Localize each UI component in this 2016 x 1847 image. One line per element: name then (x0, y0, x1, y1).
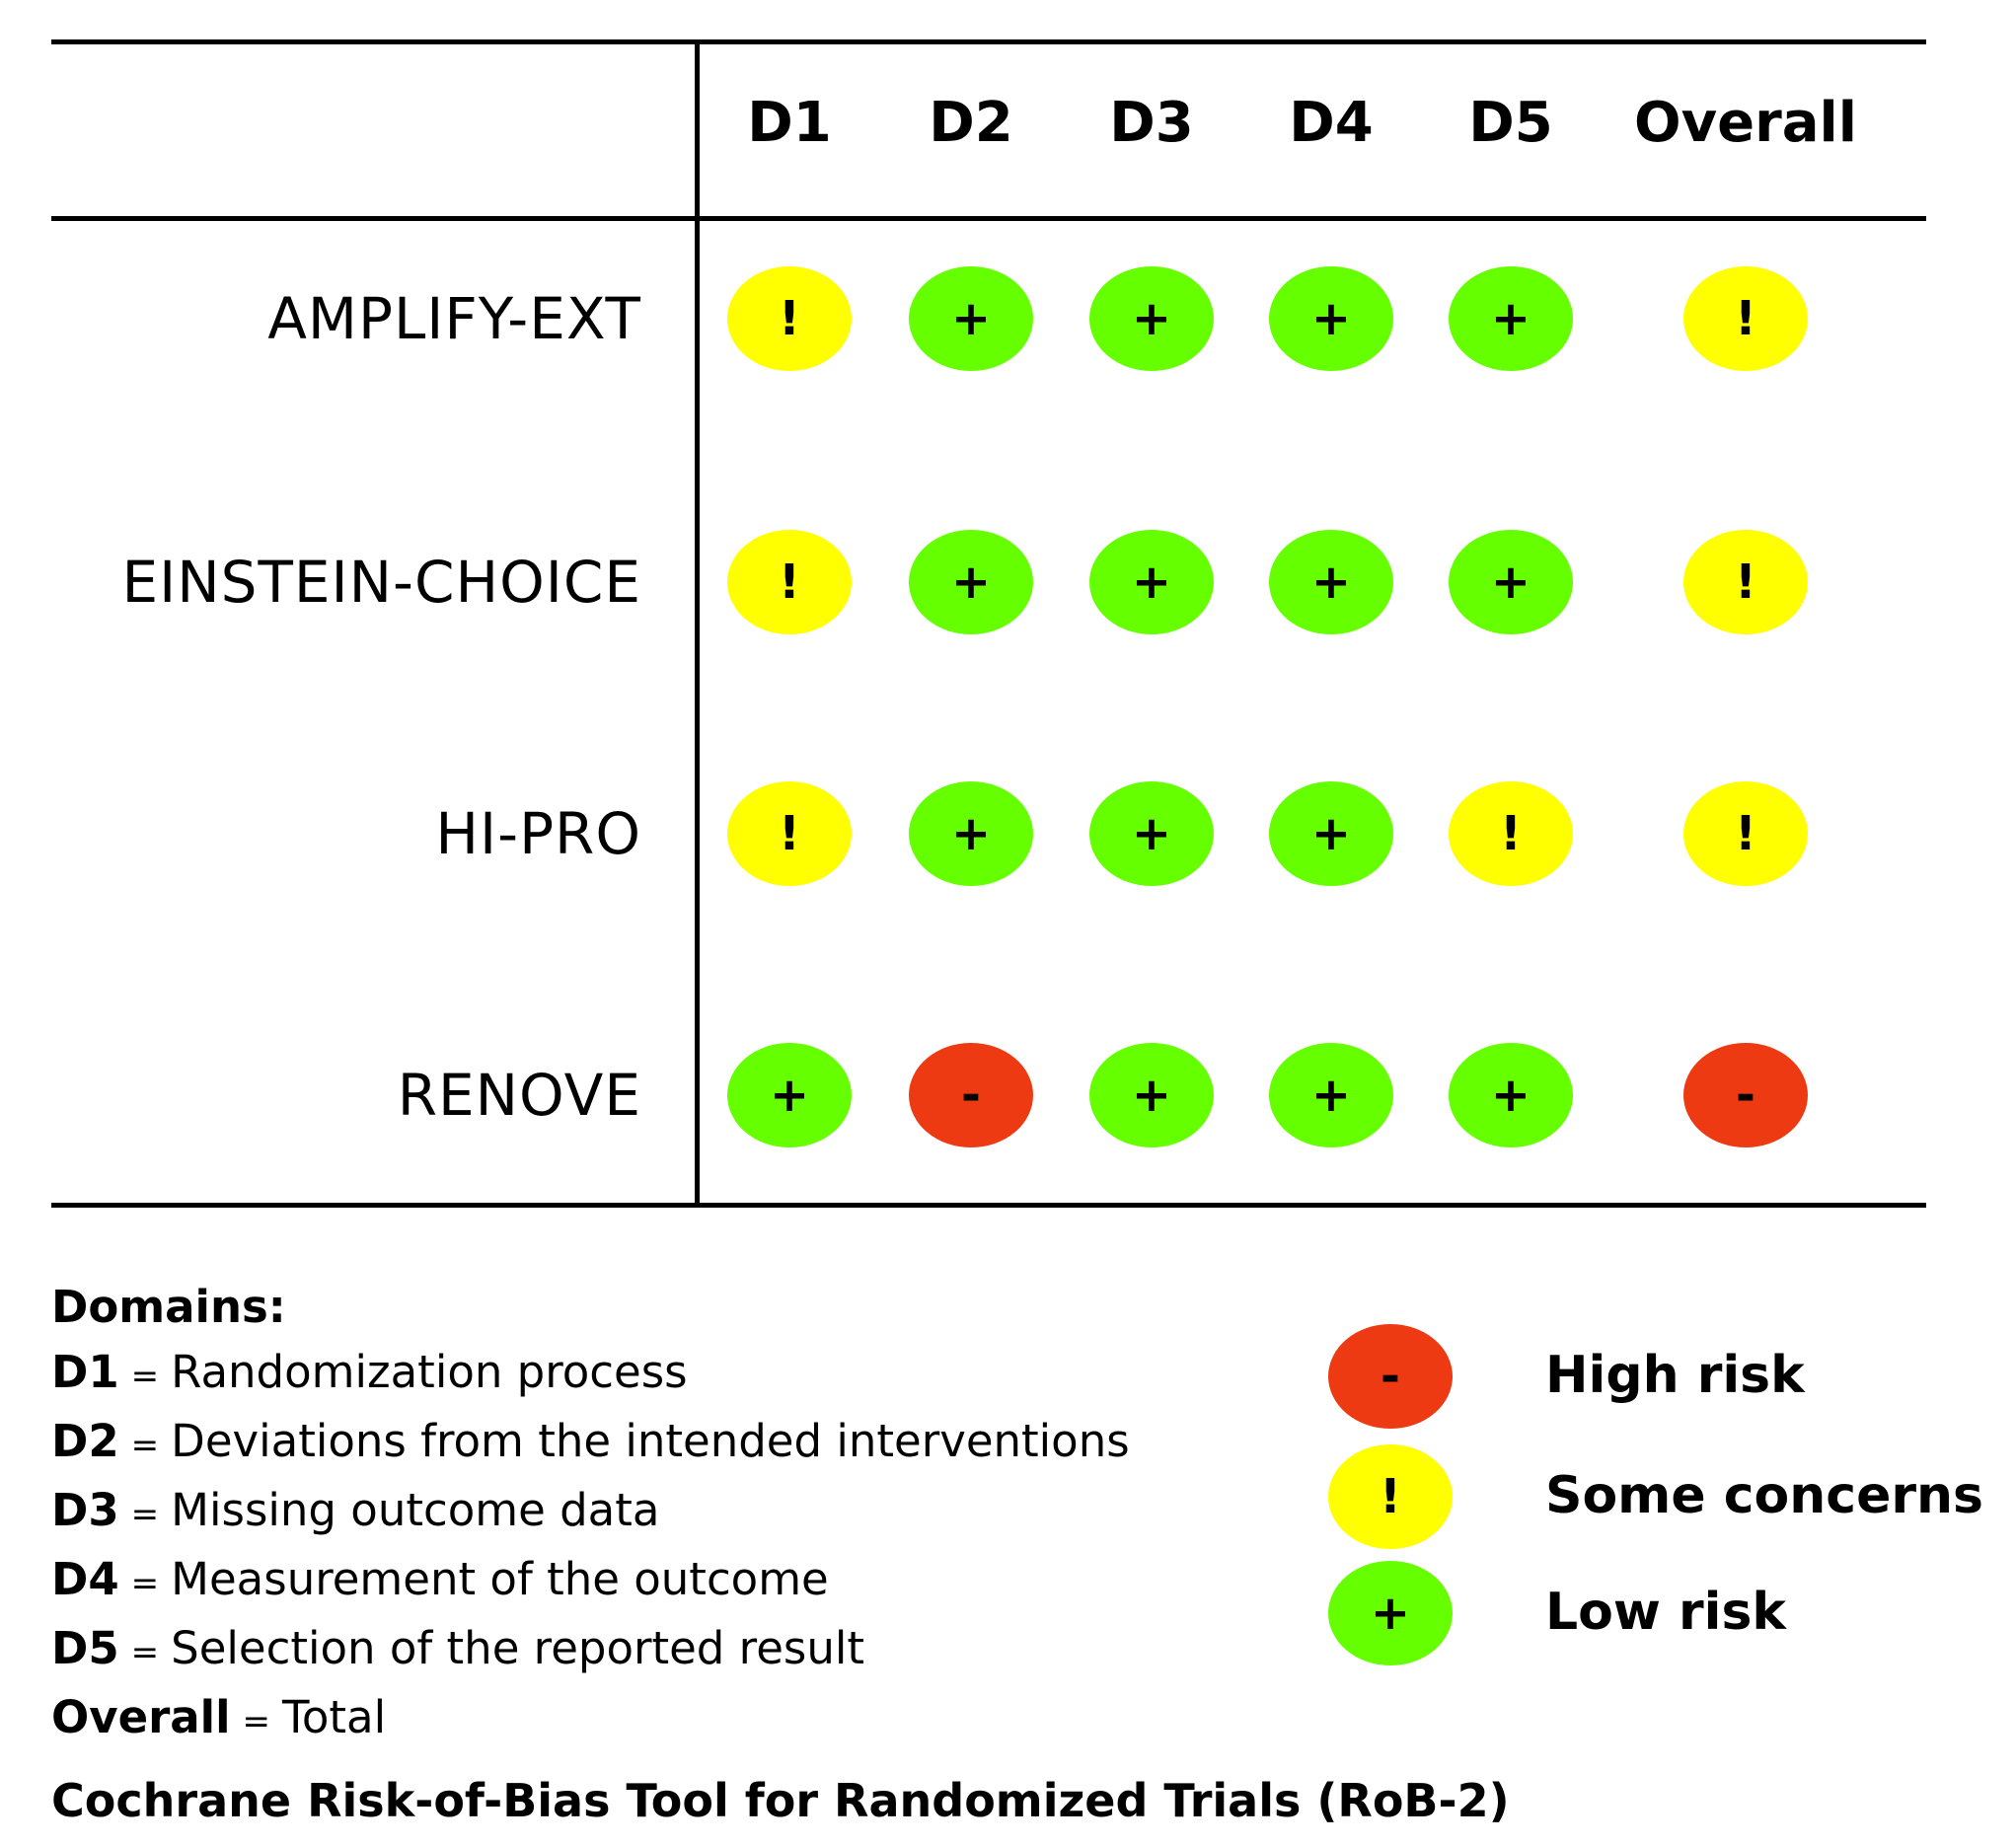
judgement-dot-low: + (1089, 266, 1214, 371)
judgement-dot-some: ! (727, 781, 852, 886)
judgement-symbol: + (769, 1068, 810, 1123)
domain-equals: = (130, 1426, 160, 1465)
legend-symbol: - (1381, 1349, 1400, 1404)
domain-key: D3 (51, 1484, 119, 1536)
judgement-dot-high: - (1683, 1043, 1808, 1147)
domain-item: Overall = Total (51, 1685, 1130, 1754)
study-label: EINSTEIN-CHOICE (121, 549, 641, 616)
judgement-dot-low: + (909, 530, 1033, 634)
legend-symbol: ! (1380, 1469, 1401, 1524)
domain-item: D4 = Measurement of the outcome (51, 1547, 1130, 1616)
judgement-dot-low: + (1089, 530, 1214, 634)
column-header-d5: D5 (1468, 91, 1553, 155)
judgement-dot-some: ! (1683, 266, 1808, 371)
table-bottom-rule (51, 1203, 1926, 1208)
legend-label-some: Some concerns (1545, 1466, 1984, 1525)
judgement-symbol: + (950, 554, 992, 610)
judgement-symbol: ! (779, 554, 800, 610)
judgement-symbol: + (1310, 806, 1352, 861)
domain-key: D4 (51, 1553, 119, 1605)
judgement-dot-low: + (1089, 1043, 1214, 1147)
judgement-symbol: + (1131, 1068, 1172, 1123)
domain-key: D2 (51, 1415, 119, 1467)
legend-symbol: + (1370, 1586, 1411, 1641)
judgement-symbol: + (1490, 291, 1531, 346)
judgement-symbol: + (950, 806, 992, 861)
domain-equals: = (130, 1357, 160, 1396)
legend-dot-high: - (1328, 1324, 1453, 1429)
domain-item: D1 = Randomization process (51, 1340, 1130, 1409)
judgement-dot-some: ! (727, 530, 852, 634)
legend-label-high: High risk (1545, 1346, 1805, 1405)
judgement-dot-some: ! (727, 266, 852, 371)
column-header-overall: Overall (1634, 91, 1857, 155)
domain-item: D3 = Missing outcome data (51, 1478, 1130, 1547)
judgement-symbol: - (961, 1068, 981, 1123)
table-top-rule (51, 39, 1926, 44)
domain-description: Selection of the reported result (171, 1622, 864, 1674)
judgement-dot-some: ! (1683, 530, 1808, 634)
column-header-d3: D3 (1109, 91, 1194, 155)
judgement-symbol: + (1310, 554, 1352, 610)
judgement-symbol: ! (1500, 806, 1522, 861)
judgement-dot-high: - (909, 1043, 1033, 1147)
domain-item: D2 = Deviations from the intended interven… (51, 1409, 1130, 1478)
column-header-d4: D4 (1289, 91, 1374, 155)
domain-equals: = (130, 1564, 160, 1603)
judgement-dot-some: ! (1449, 781, 1573, 886)
domain-equals: = (130, 1495, 160, 1534)
judgement-symbol: - (1736, 1068, 1755, 1123)
judgement-symbol: + (1310, 1068, 1352, 1123)
domain-description: Missing outcome data (171, 1484, 660, 1536)
judgement-dot-low: + (909, 266, 1033, 371)
judgement-dot-some: ! (1683, 781, 1808, 886)
domains-key: Domains: D1 = Randomization process D2 = Devi… (51, 1275, 1130, 1754)
study-label: AMPLIFY-EXT (267, 285, 641, 352)
judgement-symbol: ! (779, 806, 800, 861)
study-label: RENOVE (397, 1062, 641, 1129)
header-rule (51, 216, 1926, 221)
domain-description: Deviations from the intended interventio… (171, 1415, 1130, 1467)
judgement-symbol: + (1131, 806, 1172, 861)
domain-item: D5 = Selection of the reported result (51, 1616, 1130, 1685)
judgement-symbol: + (1310, 291, 1352, 346)
judgement-dot-low: + (1269, 781, 1393, 886)
domain-equals: = (242, 1702, 271, 1741)
column-header-d2: D2 (929, 91, 1013, 155)
judgement-symbol: + (1490, 1068, 1531, 1123)
study-label: HI-PRO (435, 800, 641, 867)
judgement-dot-low: + (1269, 1043, 1393, 1147)
judgement-dot-low: + (1269, 266, 1393, 371)
domain-description: Randomization process (171, 1346, 688, 1398)
legend-label-low: Low risk (1545, 1583, 1787, 1642)
judgement-symbol: ! (779, 291, 800, 346)
label-divider (695, 41, 700, 1208)
legend-dot-low: + (1328, 1561, 1453, 1665)
domain-equals: = (130, 1633, 160, 1672)
domain-key: D5 (51, 1622, 119, 1674)
judgement-dot-low: + (1269, 530, 1393, 634)
judgement-dot-low: + (727, 1043, 852, 1147)
domain-key: D1 (51, 1346, 119, 1398)
judgement-symbol: + (1131, 554, 1172, 610)
judgement-symbol: + (1490, 554, 1531, 610)
judgement-symbol: + (950, 291, 992, 346)
footer-title: Cochrane Risk-of-Bias Tool for Randomize… (51, 1774, 1510, 1827)
domain-description: Measurement of the outcome (171, 1553, 829, 1605)
domain-description: Total (282, 1691, 387, 1743)
judgement-dot-low: + (1449, 530, 1573, 634)
column-header-d1: D1 (747, 91, 832, 155)
judgement-dot-low: + (1089, 781, 1214, 886)
judgement-dot-low: + (909, 781, 1033, 886)
judgement-symbol: + (1131, 291, 1172, 346)
judgement-symbol: ! (1735, 291, 1756, 346)
legend-dot-some: ! (1328, 1444, 1453, 1549)
domain-key: Overall (51, 1691, 231, 1743)
judgement-dot-low: + (1449, 266, 1573, 371)
domains-heading: Domains: (51, 1281, 286, 1333)
judgement-symbol: ! (1735, 554, 1756, 610)
judgement-dot-low: + (1449, 1043, 1573, 1147)
judgement-symbol: ! (1735, 806, 1756, 861)
